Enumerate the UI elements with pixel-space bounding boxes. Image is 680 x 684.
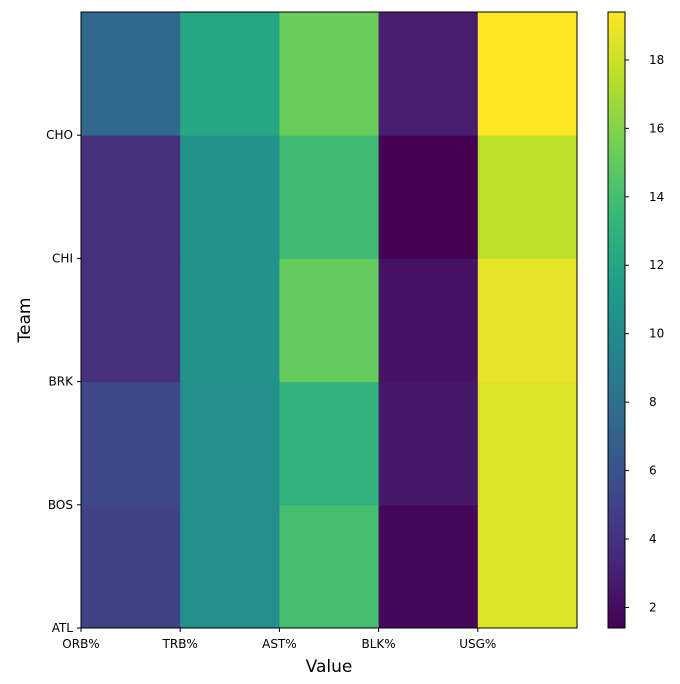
y-tick-label: ATL [52,621,74,635]
heatmap-cell [279,135,380,259]
x-axis: ORB% TRB% AST% BLK% USG% [62,628,496,651]
heatmap-cell [81,12,181,136]
colorbar-tick-label: 14 [649,190,664,204]
heatmap-cell [378,258,479,383]
heatmap-cell [279,504,380,629]
colorbar-tick-label: 6 [649,464,657,478]
x-tick-label: AST% [262,637,297,651]
heatmap-cells [81,12,578,629]
y-tick-label: BRK [49,375,75,389]
y-tick-label: CHO [46,128,73,142]
colorbar-tick-label: 18 [649,53,664,67]
heatmap-cell [378,381,479,506]
heatmap-cell [180,12,280,136]
heatmap-cell [180,258,280,383]
colorbar-tick-label: 2 [649,600,657,614]
x-tick-label: BLK% [361,637,395,651]
heatmap-cell [180,381,280,506]
heatmap-cell [477,381,578,506]
heatmap-cell [81,258,181,383]
heatmap-cell [477,504,578,629]
heatmap-cell [81,381,181,506]
colorbar-tick-label: 8 [649,395,657,409]
colorbar-ticks: 2 4 6 8 10 12 14 16 18 [625,53,664,614]
y-axis: ATL BOS BRK CHI CHO [46,128,81,635]
heatmap-cell [378,12,479,136]
colorbar [607,11,626,629]
y-tick-label: BOS [48,498,73,512]
x-tick-label: ORB% [62,637,99,651]
heatmap-cell [180,504,280,629]
x-tick-label: TRB% [162,637,198,651]
plot-frame [80,11,578,629]
heatmap-cell [378,135,479,259]
heatmap-cell [81,135,181,259]
heatmap-cell [279,381,380,506]
heatmap-cell [378,504,479,629]
heatmap-cell [81,504,181,629]
heatmap-cell [477,258,578,383]
x-tick-label: USG% [459,637,496,651]
heatmap-cell [180,135,280,259]
colorbar-tick-label: 10 [649,327,664,341]
heatmap-cell [279,12,380,136]
heatmap-cell [477,135,578,259]
heatmap-cell [477,12,578,136]
colorbar-tick-label: 16 [649,121,664,135]
y-axis-title: Team [15,298,35,344]
x-axis-title: Value [306,657,353,677]
colorbar-tick-label: 4 [649,532,657,546]
y-tick-label: CHI [52,251,73,265]
colorbar-tick-label: 12 [649,258,664,272]
heatmap-cell [279,258,380,383]
